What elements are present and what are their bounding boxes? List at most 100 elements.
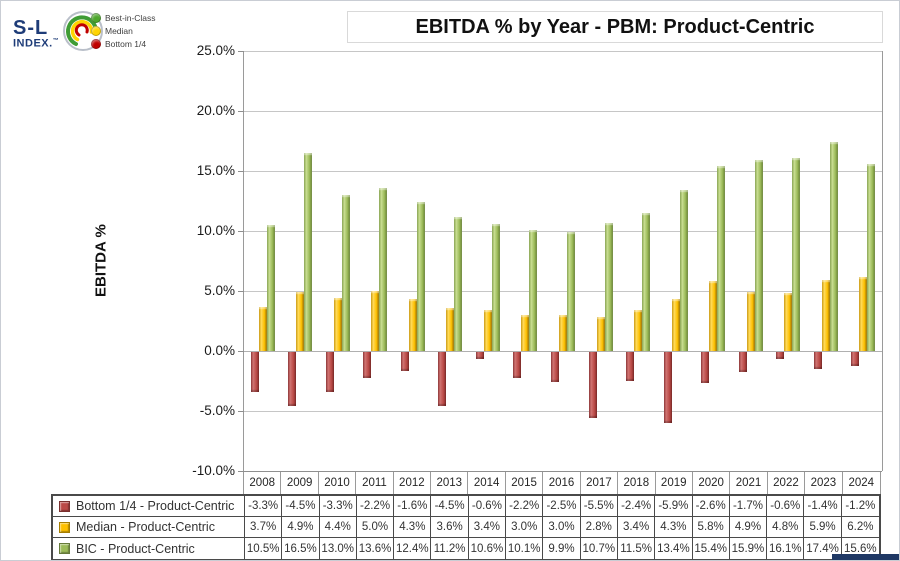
table-value-cell: -1.6% — [394, 496, 432, 517]
series-label: BIC - Product-Centric — [76, 541, 195, 556]
bar-2021-series-2 — [754, 160, 763, 351]
bar-2008-series-1 — [258, 306, 267, 351]
x-axis-year-label: 2008 — [244, 472, 282, 494]
table-value-cell: 10.1% — [506, 538, 544, 559]
y-axis-tick-label: 15.0% — [196, 163, 235, 178]
legend: Best-in-Class Median Bottom 1/4 — [91, 13, 156, 49]
y-axis-tickmark — [238, 291, 244, 292]
bar-2021-series-1 — [746, 292, 755, 351]
bar-2015-series-1 — [521, 315, 530, 351]
table-value-cell: 13.4% — [655, 538, 693, 559]
legend-dot-icon — [91, 13, 101, 23]
bar-2018-series-0 — [626, 352, 635, 381]
x-axis-year-label: 2020 — [693, 472, 731, 494]
table-value-cell: 4.9% — [282, 517, 320, 538]
bar-2009-series-1 — [296, 292, 305, 351]
bar-2023-series-0 — [813, 352, 822, 369]
bar-2012-series-1 — [408, 299, 417, 351]
table-value-cell: 13.6% — [357, 538, 395, 559]
series-key-icon — [59, 500, 70, 512]
y-axis-tickmark — [238, 51, 244, 52]
bar-2023-series-1 — [821, 280, 830, 351]
table-value-cell: -3.3% — [245, 496, 283, 517]
bar-2019-series-0 — [663, 352, 672, 423]
bar-2021-series-0 — [738, 352, 747, 373]
x-axis-year-label: 2017 — [581, 472, 619, 494]
gridline — [244, 51, 882, 52]
table-value-cell: -5.9% — [655, 496, 693, 517]
y-axis-tick-label: 0.0% — [204, 343, 235, 358]
bar-2009-series-2 — [304, 153, 313, 351]
data-table: Bottom 1/4 - Product-Centric -3.3% -4.5% -3… — [51, 494, 881, 560]
table-value-cell: 17.4% — [804, 538, 842, 559]
bar-2014-series-2 — [491, 223, 500, 351]
table-value-cell: 10.5% — [245, 538, 283, 559]
table-series-label-cell: BIC - Product-Centric — [53, 538, 245, 559]
table-value-cell: -2.4% — [617, 496, 656, 517]
legend-dot-icon — [91, 39, 101, 49]
footer-accent-bar — [832, 554, 899, 560]
x-axis-year-label: 2021 — [730, 472, 768, 494]
table-value-cell: 15.4% — [693, 538, 730, 559]
table-value-cell: -2.2% — [506, 496, 544, 517]
bar-2015-series-0 — [513, 352, 522, 379]
x-axis-year-label: 2014 — [468, 472, 506, 494]
y-axis-tick-label: -5.0% — [199, 403, 235, 418]
bar-2024-series-0 — [851, 352, 860, 367]
y-axis-tick-label: 5.0% — [204, 283, 235, 298]
legend-item: Median — [91, 26, 156, 36]
table-value-cell: 6.2% — [841, 517, 879, 538]
table-value-cell: 10.6% — [469, 538, 507, 559]
table-value-cell: -1.2% — [841, 496, 879, 517]
table-value-cell: 13.0% — [320, 538, 357, 559]
bar-2017-series-1 — [596, 317, 605, 351]
bar-2023-series-2 — [829, 142, 838, 351]
gridline — [244, 351, 882, 352]
bar-2020-series-0 — [701, 352, 710, 384]
bar-2010-series-2 — [341, 195, 350, 351]
bar-2014-series-1 — [483, 310, 492, 351]
bar-2018-series-2 — [642, 213, 651, 351]
y-axis-tick-label: 25.0% — [196, 43, 235, 58]
table-value-cell: 3.6% — [431, 517, 469, 538]
table-value-cell: -2.5% — [543, 496, 581, 517]
bar-2011-series-1 — [371, 291, 380, 351]
trademark-symbol: ™ — [52, 37, 60, 44]
table-value-cell: 11.5% — [618, 538, 656, 559]
table-value-cell: -2.6% — [692, 496, 730, 517]
bar-2013-series-2 — [454, 216, 463, 351]
x-axis-year-label: 2023 — [805, 472, 843, 494]
table-value-cell: -1.4% — [804, 496, 842, 517]
table-value-cell: -1.7% — [729, 496, 768, 517]
table-value-cell: -0.6% — [468, 496, 507, 517]
bar-2018-series-1 — [634, 310, 643, 351]
series-label: Bottom 1/4 - Product-Centric — [76, 499, 235, 513]
y-axis-tickmark — [238, 351, 244, 352]
x-axis-year-label: 2015 — [506, 472, 544, 494]
y-axis-tick-labels: 25.0% 20.0% 15.0% 10.0% 5.0% 0.0% -5.0% -10.0% — [149, 43, 235, 478]
table-value-cell: 4.4% — [319, 517, 357, 538]
y-axis-tickmark — [238, 171, 244, 172]
bar-2024-series-2 — [867, 163, 876, 351]
table-value-cell: 4.8% — [767, 517, 805, 538]
bar-2019-series-1 — [671, 299, 680, 351]
table-value-cell: -4.5% — [282, 496, 320, 517]
table-value-cell: 15.6% — [844, 542, 877, 555]
chart-title: EBITDA % by Year - PBM: Product-Centric — [415, 15, 815, 38]
gridline — [244, 411, 882, 412]
table-series-label-cell: Bottom 1/4 - Product-Centric — [53, 496, 245, 517]
x-axis-year-label: 2010 — [319, 472, 357, 494]
sl-index-logo: S-L INDEX.™ — [13, 11, 104, 56]
x-axis-year-label: 2016 — [543, 472, 581, 494]
table-value-cell: 3.4% — [468, 517, 507, 538]
gridline — [244, 471, 882, 472]
bar-2015-series-2 — [529, 229, 538, 351]
plot-area — [238, 51, 883, 472]
x-axis-year-label: 2012 — [394, 472, 432, 494]
x-axis-year-label: 2019 — [656, 472, 693, 494]
legend-item-label: Bottom 1/4 — [105, 39, 147, 49]
bar-2014-series-0 — [475, 352, 484, 360]
bar-2016-series-0 — [551, 352, 559, 382]
legend-dot-icon — [91, 26, 101, 36]
